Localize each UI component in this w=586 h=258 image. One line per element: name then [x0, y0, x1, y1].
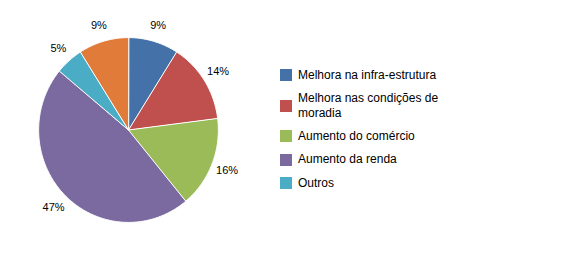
svg-text:9%: 9%: [91, 18, 107, 30]
html-text:Aumento do comércio: Aumento do comércio: [298, 129, 415, 143]
svg-text:16%: 16%: [216, 163, 238, 175]
html-text:Outros: Outros: [298, 175, 334, 190]
svg-text:5%: 5%: [50, 41, 66, 53]
svg-text:9%: 9%: [150, 18, 166, 30]
html-text:Aumento da renda: Aumento da renda: [298, 152, 397, 167]
html-text:Melhora nas condições de morad: Melhora nas condições de moradia: [298, 91, 439, 120]
svg-text:14%: 14%: [207, 65, 229, 77]
svg-text:47%: 47%: [43, 200, 65, 212]
html-text:Melhora na infra-estrutura: Melhora na infra-estrutura: [298, 67, 437, 82]
